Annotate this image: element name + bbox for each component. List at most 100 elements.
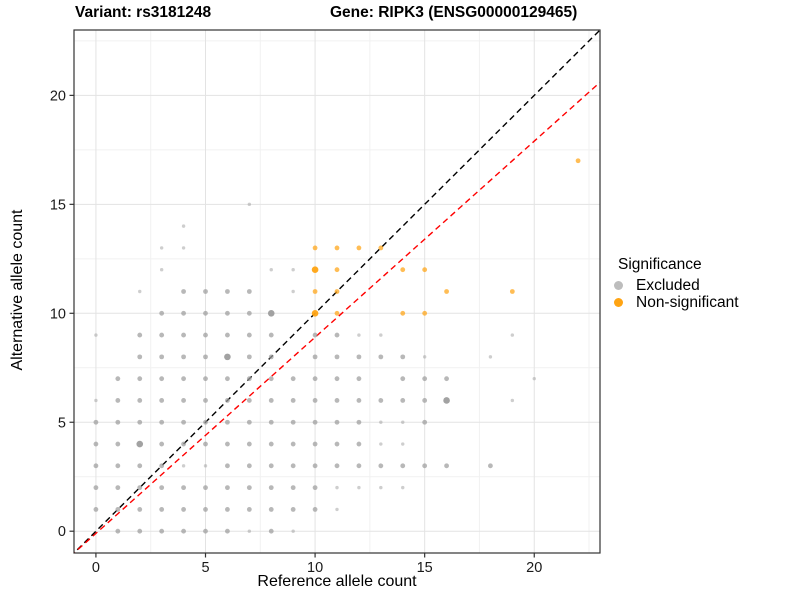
data-point-excluded [312, 398, 318, 403]
data-point-excluded [401, 442, 405, 446]
data-point-excluded [115, 463, 121, 469]
data-point-excluded [225, 463, 230, 469]
data-point-excluded [291, 268, 295, 272]
data-point-excluded [181, 376, 186, 382]
data-point-excluded [137, 528, 143, 534]
data-point-excluded [312, 376, 318, 382]
data-point-excluded [378, 463, 384, 469]
data-point-excluded [137, 463, 143, 469]
data-point-excluded [334, 376, 340, 382]
data-point-excluded [400, 398, 406, 403]
data-point-excluded [268, 485, 274, 491]
data-point-excluded [268, 528, 274, 534]
data-point-excluded [246, 289, 252, 294]
data-point-excluded [334, 332, 340, 338]
data-point-excluded [94, 333, 98, 337]
data-point-excluded [159, 310, 165, 316]
data-point-excluded [136, 440, 144, 448]
data-point-excluded [290, 398, 296, 403]
data-point-excluded [335, 485, 339, 490]
data-point-excluded [203, 485, 208, 491]
legend-item-excluded: Excluded [610, 277, 739, 294]
data-point-excluded [335, 507, 339, 512]
data-point-excluded [290, 507, 296, 512]
data-point-excluded [378, 398, 384, 403]
data-point-excluded [225, 332, 230, 338]
data-point-excluded [246, 485, 252, 491]
data-point-excluded [115, 376, 121, 382]
data-point-excluded [225, 310, 230, 316]
data-point-excluded [268, 419, 274, 425]
data-point-non-significant [311, 309, 319, 317]
data-point-excluded [334, 354, 340, 360]
data-point-excluded [115, 441, 121, 447]
data-point-non-significant [356, 245, 362, 251]
data-point-excluded [246, 354, 252, 360]
data-point-excluded [269, 268, 273, 272]
data-point-excluded [93, 485, 99, 491]
data-point-excluded [356, 354, 362, 360]
data-point-excluded [268, 507, 274, 512]
data-point-non-significant [334, 267, 340, 273]
y-tick-label: 20 [50, 88, 66, 104]
data-point-excluded [93, 419, 99, 425]
data-point-excluded [159, 507, 165, 512]
identity-reference-line [74, 30, 600, 553]
data-point-excluded [159, 485, 165, 491]
data-point-excluded [159, 441, 165, 447]
x-axis-title: Reference allele count [257, 573, 417, 590]
data-point-excluded [159, 246, 164, 250]
legend-item-label: Excluded [636, 276, 700, 294]
data-point-excluded [422, 398, 428, 403]
gene-title: Gene: RIPK3 (ENSG00000129465) [330, 4, 578, 21]
data-point-excluded [203, 332, 208, 338]
data-point-non-significant [334, 289, 340, 294]
data-point-excluded [268, 441, 274, 447]
data-point-excluded [181, 289, 186, 294]
legend-title: Significance [618, 256, 702, 273]
data-point-excluded [93, 441, 99, 447]
data-point-excluded [93, 507, 99, 512]
data-point-excluded [268, 398, 274, 403]
data-point-excluded [334, 463, 340, 469]
excluded-dot-icon [614, 281, 623, 290]
data-point-excluded [444, 376, 449, 382]
data-point-excluded [444, 463, 449, 469]
data-point-excluded [225, 441, 230, 447]
data-point-excluded [334, 419, 340, 425]
y-tick-label: 15 [50, 197, 66, 213]
fit-reference-line [74, 81, 600, 553]
data-point-excluded [268, 354, 274, 360]
variant-title: Variant: rs3181248 [75, 4, 212, 21]
data-point-excluded [312, 332, 318, 338]
data-point-excluded [203, 354, 208, 360]
data-point-excluded [115, 528, 121, 534]
data-point-excluded [312, 419, 318, 425]
data-point-excluded [181, 507, 186, 512]
data-point-non-significant [334, 310, 340, 316]
data-point-excluded [488, 355, 493, 359]
data-point-excluded [203, 310, 208, 316]
data-point-excluded [246, 507, 252, 512]
legend: Significance Excluded Non-significant [610, 256, 739, 311]
data-point-excluded [181, 441, 186, 447]
data-point-excluded [225, 398, 230, 403]
data-point-non-significant [312, 245, 318, 251]
data-point-excluded [334, 441, 340, 447]
data-point-non-significant [400, 267, 406, 273]
data-point-excluded [181, 224, 186, 228]
data-point-excluded [137, 376, 143, 382]
data-point-excluded [312, 441, 318, 447]
data-point-excluded [137, 507, 143, 512]
data-point-excluded [356, 419, 362, 425]
data-point-excluded [268, 332, 274, 338]
data-point-excluded [400, 463, 406, 469]
data-point-excluded [356, 398, 362, 403]
data-point-excluded [93, 463, 99, 469]
data-point-excluded [312, 354, 318, 360]
data-point-excluded [181, 485, 186, 491]
data-point-excluded [246, 441, 252, 447]
x-tick-label: 0 [92, 560, 100, 576]
y-axis-title: Alternative allele count [9, 209, 26, 371]
data-point-excluded [138, 289, 142, 294]
